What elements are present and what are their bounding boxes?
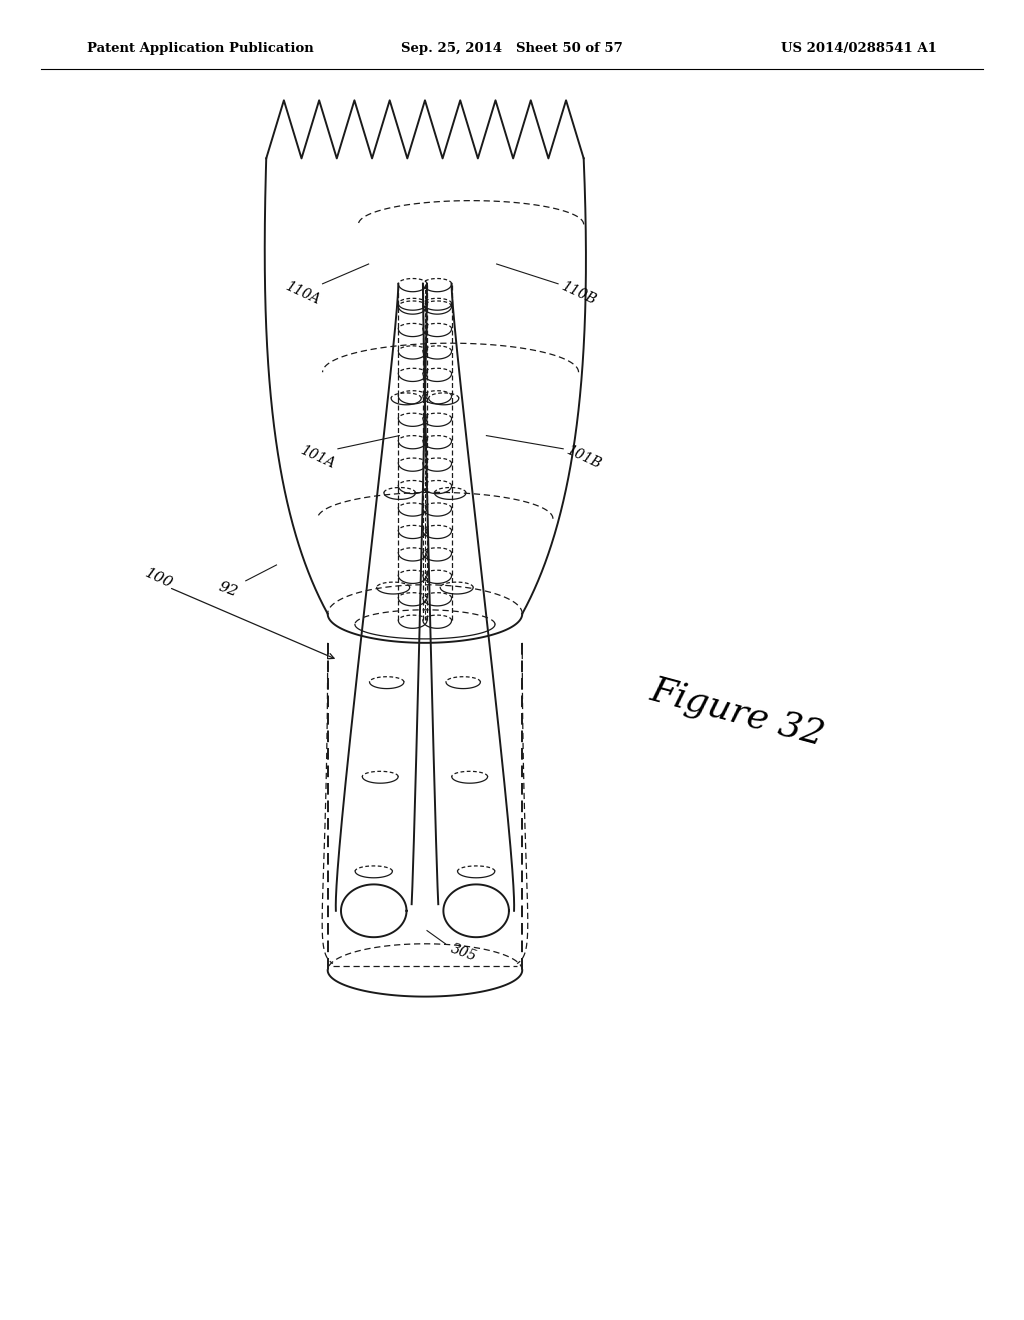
Text: 92: 92 (217, 579, 240, 601)
Text: 110A: 110A (283, 279, 322, 308)
Text: Sep. 25, 2014   Sheet 50 of 57: Sep. 25, 2014 Sheet 50 of 57 (401, 42, 623, 55)
Text: US 2014/0288541 A1: US 2014/0288541 A1 (781, 42, 937, 55)
Text: Patent Application Publication: Patent Application Publication (87, 42, 313, 55)
Text: 110B: 110B (559, 279, 598, 308)
Text: Figure 32: Figure 32 (646, 673, 828, 752)
Text: 101A: 101A (298, 442, 337, 471)
Text: 101B: 101B (564, 442, 603, 471)
Text: 305: 305 (449, 942, 479, 964)
Text: 100: 100 (142, 566, 175, 590)
